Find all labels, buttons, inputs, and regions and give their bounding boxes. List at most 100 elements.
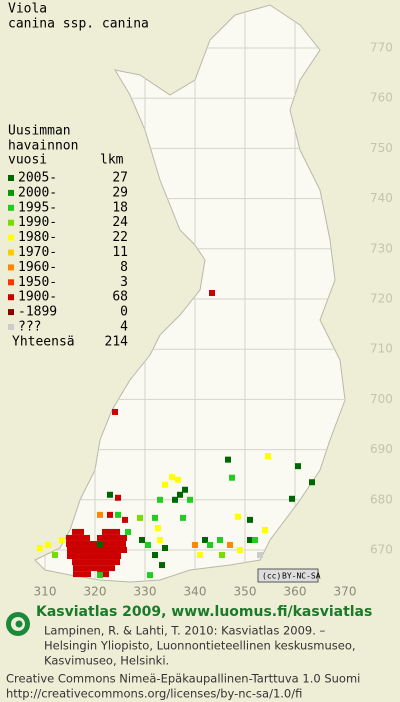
license: http://creativecommons.org/licenses/by-n… [6,687,302,701]
legend-period: ??? [18,320,41,335]
record [155,524,161,531]
record [79,571,85,578]
record [109,565,115,572]
y-label: 730 [370,241,393,255]
legend-swatch [8,309,14,316]
record [121,534,127,541]
record [85,547,91,553]
species-title: canina ssp. canina [8,17,149,32]
record [159,562,165,569]
record [177,491,183,498]
record [157,536,163,543]
record [202,536,208,543]
record [147,572,153,579]
legend-heading: Uusimman [8,124,71,139]
record [152,552,158,559]
record [91,547,97,553]
legend-count: 8 [120,260,128,275]
x-label: 330 [134,585,157,599]
x-label: 360 [284,585,307,599]
y-label: 720 [370,292,393,306]
record [67,553,73,560]
record [145,541,151,548]
legend-period: 2005- [18,171,57,186]
legend-swatch [8,219,14,226]
total: 214 [105,335,129,350]
legend-period: 1995- [18,200,57,215]
record [72,528,78,535]
record [121,547,127,553]
record [97,547,103,553]
record [103,565,109,572]
x-label: 320 [84,585,107,599]
record [91,565,97,572]
record [59,536,65,543]
legend-period: -1899 [18,305,57,320]
legend-count: 3 [120,275,128,290]
y-label: 760 [370,91,393,105]
y-label: 710 [370,342,393,356]
headline: Kasviatlas 2009, www.luomus.fi/kasviatla… [36,604,372,620]
record [102,540,108,547]
record [137,514,143,521]
legend-swatch [8,264,14,271]
record [78,540,84,547]
x-label: 310 [34,585,57,599]
record [207,541,213,548]
record [96,559,102,566]
record [115,494,121,501]
legend-count: 22 [112,230,128,245]
record [78,528,84,535]
record [247,516,253,523]
record [247,536,253,543]
record [73,553,79,560]
record [112,408,118,415]
record [182,486,188,493]
record [107,511,113,518]
record [97,511,103,518]
record [73,547,79,553]
legend-swatch [8,204,14,211]
record [114,559,120,566]
record [79,547,85,553]
record [84,534,90,541]
records [37,289,315,579]
legend-count: 68 [112,290,128,305]
record [115,553,121,560]
legend-count: 27 [112,171,128,186]
legend-swatch [8,189,14,196]
y-label: 750 [370,141,393,155]
record [73,565,79,572]
record [91,553,97,560]
cc-badge: (cc) BY-NC-SA [257,568,321,583]
x-label: 340 [184,585,207,599]
record [122,516,128,523]
record [235,513,241,520]
record [84,559,90,566]
record [262,526,268,533]
record [152,514,158,521]
record [72,534,78,541]
record [192,541,198,548]
species-title: Viola [8,2,47,17]
record [109,534,115,541]
legend-swatch [8,294,14,301]
record [120,540,126,547]
record [97,553,103,560]
record [72,559,78,566]
record [97,572,103,579]
record [114,528,120,535]
finland-outline [34,4,346,583]
record [66,540,72,547]
y-label: 740 [370,191,393,205]
record [37,544,43,551]
record [225,456,231,463]
record [103,534,109,541]
record [102,559,108,566]
record [252,536,258,543]
legend-swatch [8,234,14,241]
legend-count: 29 [112,185,128,200]
citation: Lampinen, R. & Lahti, T. 2010: Kasviatla… [44,624,326,638]
